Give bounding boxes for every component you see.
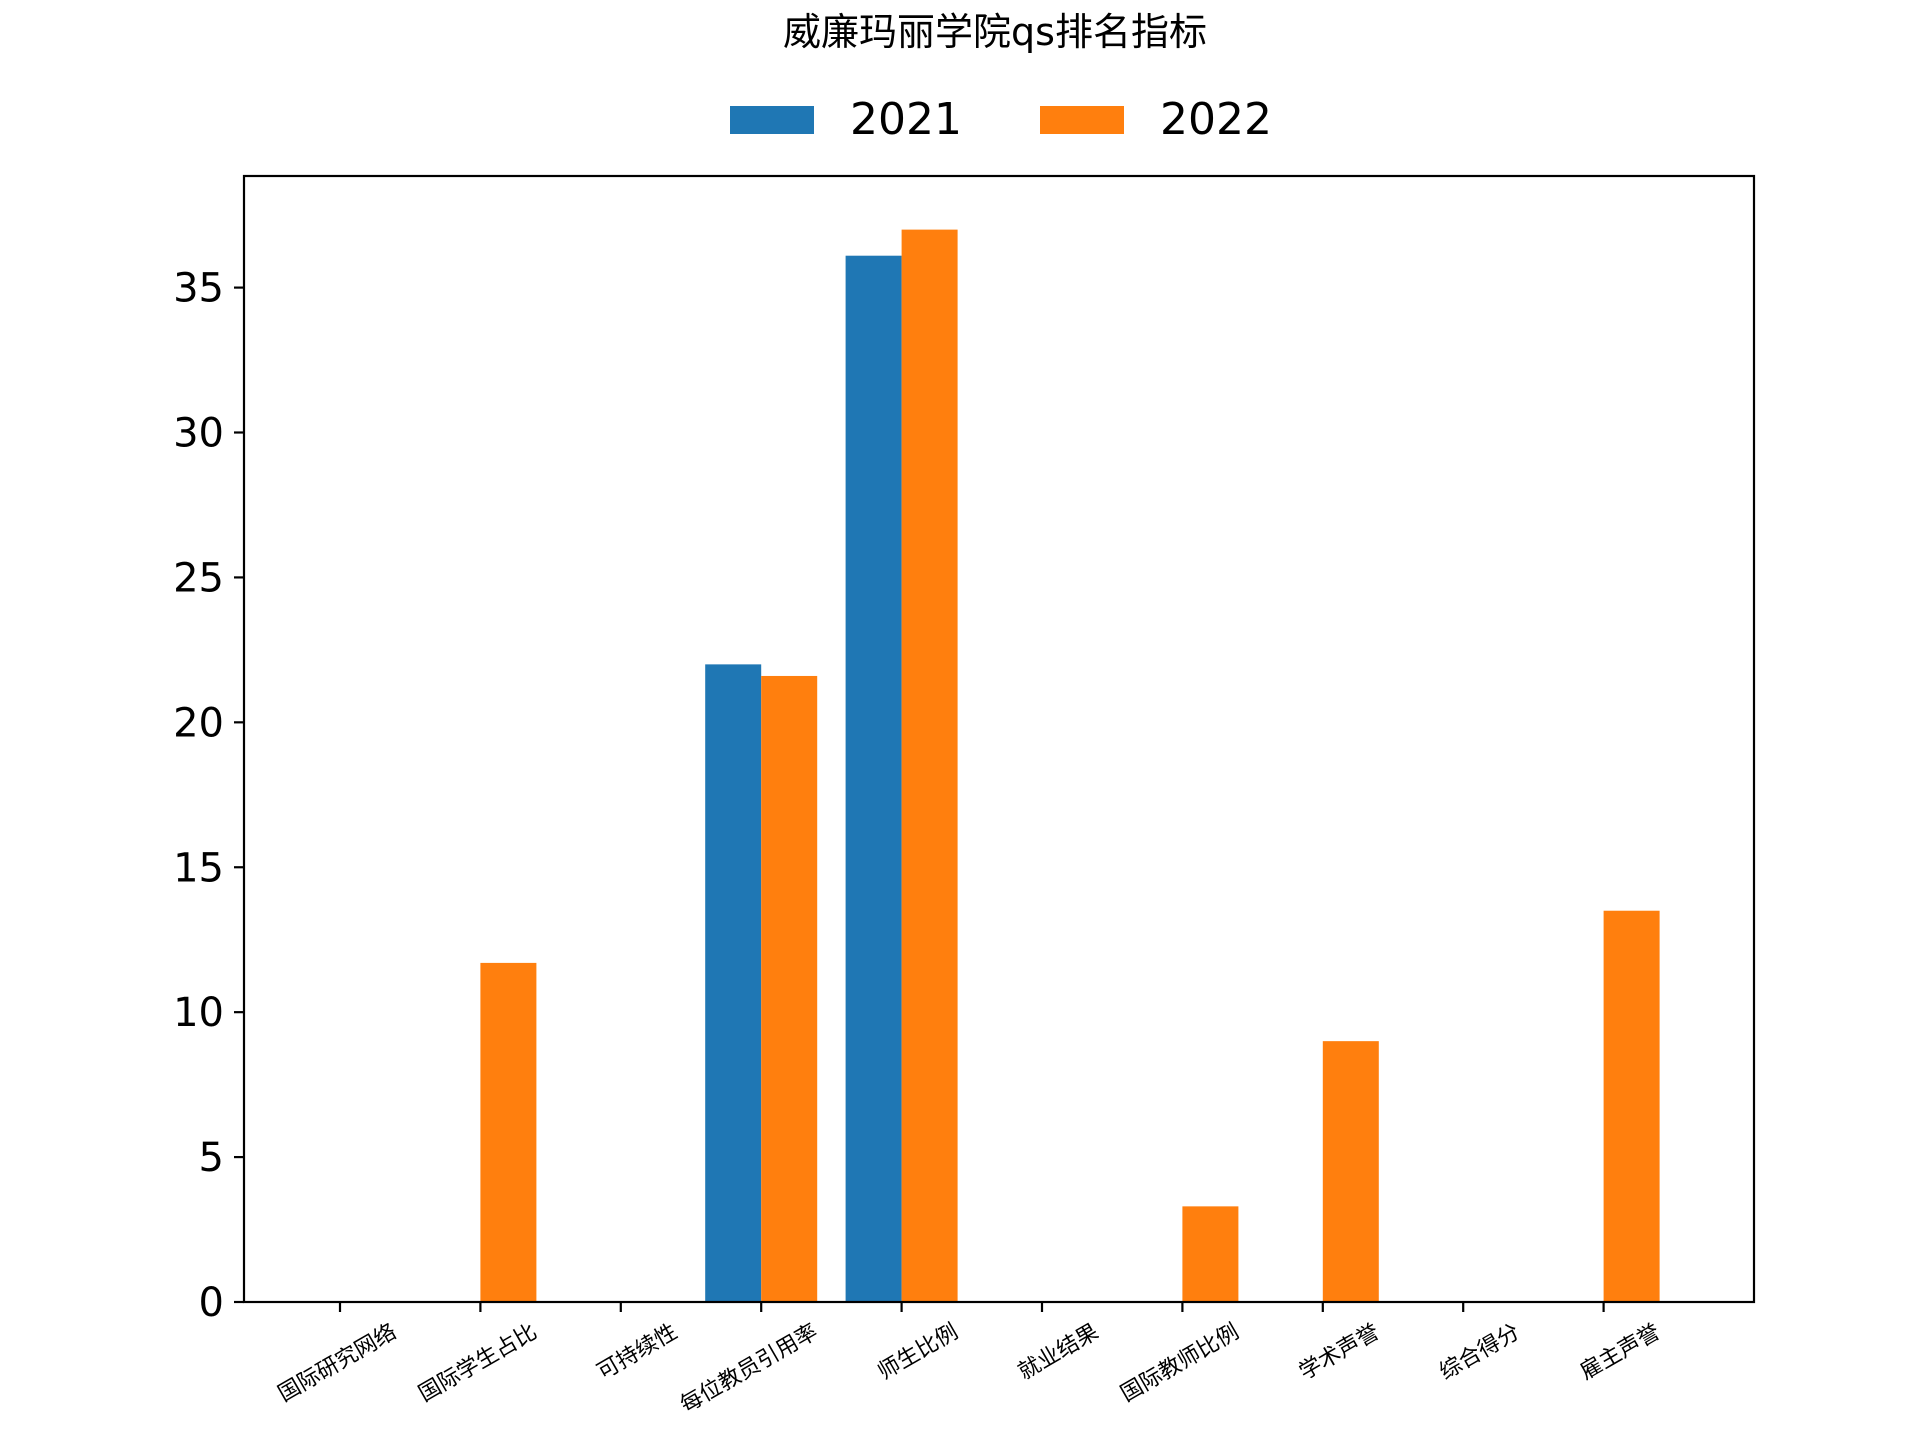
chart-title: 威廉玛丽学院qs排名指标 [783,10,1207,54]
legend-label-2021: 2021 [850,94,962,145]
x-tick-label-7: 学术声誉 [1295,1320,1384,1386]
x-tick-label-4: 师生比例 [874,1320,963,1386]
bar-2022-6 [1182,1206,1239,1302]
y-tick-label-5: 25 [173,555,224,601]
bar-2021-3 [705,664,762,1302]
y-tick-label-0: 0 [199,1280,224,1326]
legend-swatch-2021 [730,106,814,134]
legend: 2021 2022 [730,94,1272,145]
y-tick-label-6: 30 [173,411,224,457]
legend-label-2022: 2022 [1160,94,1272,145]
bar-2022-1 [480,962,537,1302]
x-tick-label-0: 国际研究网络 [274,1320,401,1408]
bar-2022-3 [761,675,818,1302]
x-tick-label-5: 就业结果 [1014,1320,1103,1386]
x-tick-label-3: 每位教员引用率 [676,1320,822,1419]
x-tick-label-2: 可持续性 [593,1320,682,1386]
y-tick-label-4: 20 [173,700,224,746]
legend-swatch-2022 [1040,106,1124,134]
y-tick-label-7: 35 [173,266,224,312]
y-tick-label-1: 5 [199,1135,224,1181]
bar-2022-7 [1322,1041,1379,1302]
x-tick-label-6: 国际教师比例 [1117,1320,1244,1408]
y-tick-label-2: 10 [173,990,224,1036]
bar-2022-4 [901,229,958,1303]
bar-2021-4 [845,255,902,1303]
plot-frame [242,174,1756,1304]
x-tick-label-1: 国际学生占比 [415,1320,542,1408]
x-tick-label-9: 雇主声誉 [1576,1320,1665,1386]
bar-2022-9 [1603,910,1660,1302]
bars-group [480,229,1660,1303]
y-tick-label-3: 15 [173,845,224,891]
x-tick-label-8: 综合得分 [1435,1320,1524,1386]
y-axis: 0 5 10 15 20 25 30 35 [173,266,244,1326]
